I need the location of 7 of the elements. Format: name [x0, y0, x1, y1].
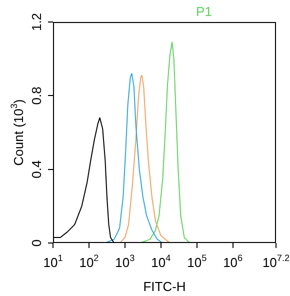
- y-tick-label: 0: [29, 239, 44, 247]
- y-axis-title: Count (103): [9, 99, 26, 166]
- text: P1: [196, 4, 212, 19]
- y-tick-label: 0.8: [29, 86, 44, 105]
- y-tick-label: 0.4: [29, 160, 44, 178]
- x-axis-title: FITC-H: [143, 279, 186, 294]
- y-tick-label: 1.2: [29, 12, 44, 32]
